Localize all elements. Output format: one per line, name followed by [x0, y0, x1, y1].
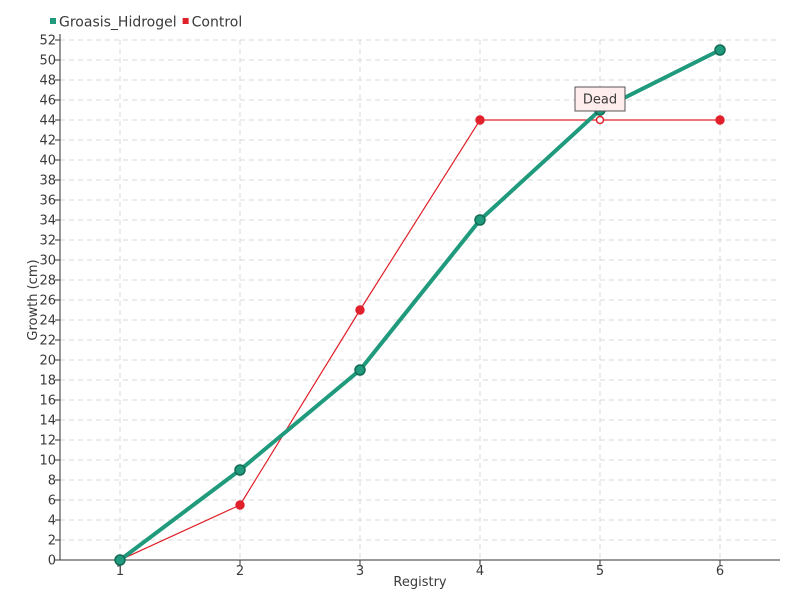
y-tick-label: 12 [39, 434, 56, 449]
data-point [234, 464, 246, 476]
y-tick-label: 48 [39, 74, 56, 89]
data-point [235, 500, 245, 510]
series-area [114, 44, 726, 566]
y-tick-label: 36 [39, 194, 56, 209]
axes: 0246810121416182022242628303234363840424… [26, 34, 780, 590]
y-tick-label: 30 [39, 254, 56, 269]
y-tick-label: 8 [48, 474, 56, 489]
legend-swatch [182, 18, 189, 24]
y-tick-label: 10 [39, 454, 56, 469]
x-axis-title: Registry [393, 575, 447, 590]
x-tick-label: 4 [476, 564, 484, 579]
legend-label: Control [192, 15, 243, 31]
y-tick-label: 2 [48, 534, 56, 549]
y-tick-label: 52 [39, 34, 56, 49]
y-tick-label: 24 [39, 314, 56, 329]
y-tick-label: 46 [39, 94, 56, 109]
y-tick-label: 4 [48, 514, 56, 529]
x-tick-label: 6 [716, 564, 724, 579]
data-point [114, 554, 126, 566]
y-tick-label: 28 [39, 274, 56, 289]
series-line-groasis-hidrogel [118, 48, 721, 562]
y-tick-label: 50 [39, 54, 56, 69]
grid [60, 39, 780, 560]
legend: Groasis_Hidrogel Control [50, 15, 242, 31]
y-tick-label: 40 [39, 154, 56, 169]
annotation-label: Dead [583, 93, 617, 108]
y-tick-label: 44 [39, 114, 56, 129]
data-point [475, 115, 485, 125]
x-tick-label: 2 [236, 564, 244, 579]
x-tick-label: 1 [116, 564, 124, 579]
y-tick-label: 6 [48, 494, 56, 509]
data-point [595, 115, 605, 125]
annotation-box [574, 86, 626, 112]
data-point [355, 305, 365, 315]
legend-swatch [50, 18, 56, 24]
y-tick-label: 0 [48, 554, 56, 569]
y-tick-label: 38 [39, 174, 56, 189]
x-tick-label: 5 [596, 564, 604, 579]
y-axis-title: Growth (cm) [26, 259, 41, 340]
y-tick-label: 14 [39, 414, 56, 429]
x-tick-label: 3 [356, 564, 364, 579]
legend-label: Groasis_Hidrogel [59, 15, 177, 31]
y-tick-label: 20 [39, 354, 56, 369]
y-tick-label: 32 [39, 234, 56, 249]
data-point [715, 115, 725, 125]
y-tick-label: 16 [39, 394, 56, 409]
y-tick-label: 34 [39, 214, 56, 229]
y-tick-label: 22 [39, 334, 56, 349]
annotations: Dead [574, 86, 626, 112]
series-line-control [119, 119, 720, 561]
y-tick-label: 18 [39, 374, 56, 389]
y-tick-label: 26 [39, 294, 56, 309]
data-point [714, 44, 726, 56]
y-tick-label: 42 [39, 134, 56, 149]
data-point [354, 364, 366, 376]
data-point [474, 214, 486, 226]
